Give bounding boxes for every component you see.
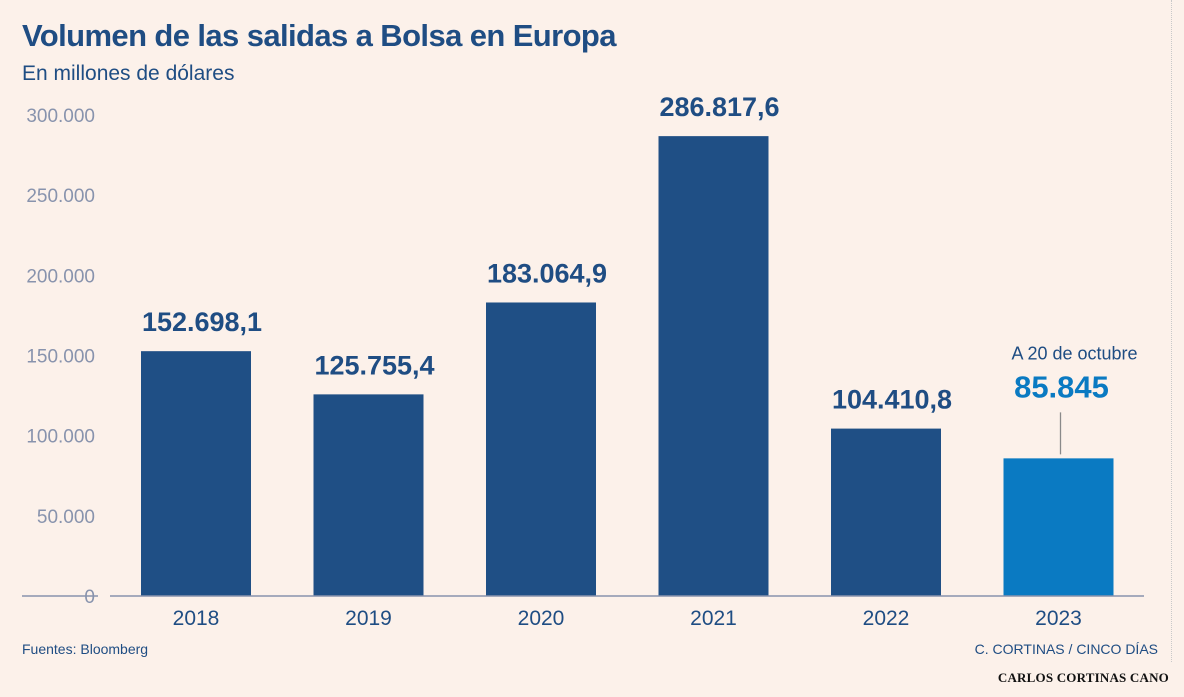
bar-2022 (831, 428, 941, 596)
y-tick-label: 300.000 (26, 106, 95, 127)
chart-subtitle: En millones de dólares (22, 62, 235, 85)
y-tick-label: 200.000 (26, 266, 95, 287)
bar-2018 (141, 351, 251, 596)
y-tick-label: 50.000 (37, 507, 95, 528)
source-note: Fuentes: Bloomberg (22, 641, 149, 657)
y-tick-label: 250.000 (26, 186, 95, 207)
frame-edge-divider (1171, 0, 1172, 662)
data-label: 286.817,6 (659, 92, 779, 122)
y-tick-label: 100.000 (26, 427, 95, 448)
x-tick-label: 2022 (863, 607, 910, 630)
x-tick-label: 2018 (173, 607, 220, 630)
x-tick-label: 2020 (518, 607, 565, 630)
annotation-note: A 20 de octubre (1011, 343, 1137, 363)
x-tick-label: 2019 (345, 607, 392, 630)
signature-text: CARLOS CORTINAS CANO (997, 670, 1169, 685)
x-tick-label: 2021 (690, 607, 737, 630)
bar-2023 (1003, 458, 1114, 596)
x-tick-label: 2023 (1035, 607, 1082, 630)
bar-2020 (486, 302, 596, 596)
y-tick-label: 150.000 (26, 347, 95, 368)
data-label: 183.064,9 (487, 258, 607, 288)
y-tick-label: 0 (84, 587, 95, 608)
bar-2019 (313, 394, 424, 596)
data-label: 104.410,8 (832, 385, 952, 415)
author-credit: C. CORTINAS / CINCO DÍAS (974, 641, 1158, 657)
bar-chart: 0 50.000 100.000 150.000 200.000 250.000 300.0… (22, 92, 1144, 630)
data-label: 125.755,4 (314, 350, 434, 380)
data-label: 152.698,1 (142, 307, 262, 337)
chart-title: Volumen de las salidas a Bolsa en Europa (22, 18, 617, 53)
bar-2021 (658, 136, 769, 596)
data-label: 85.845 (1014, 369, 1109, 404)
